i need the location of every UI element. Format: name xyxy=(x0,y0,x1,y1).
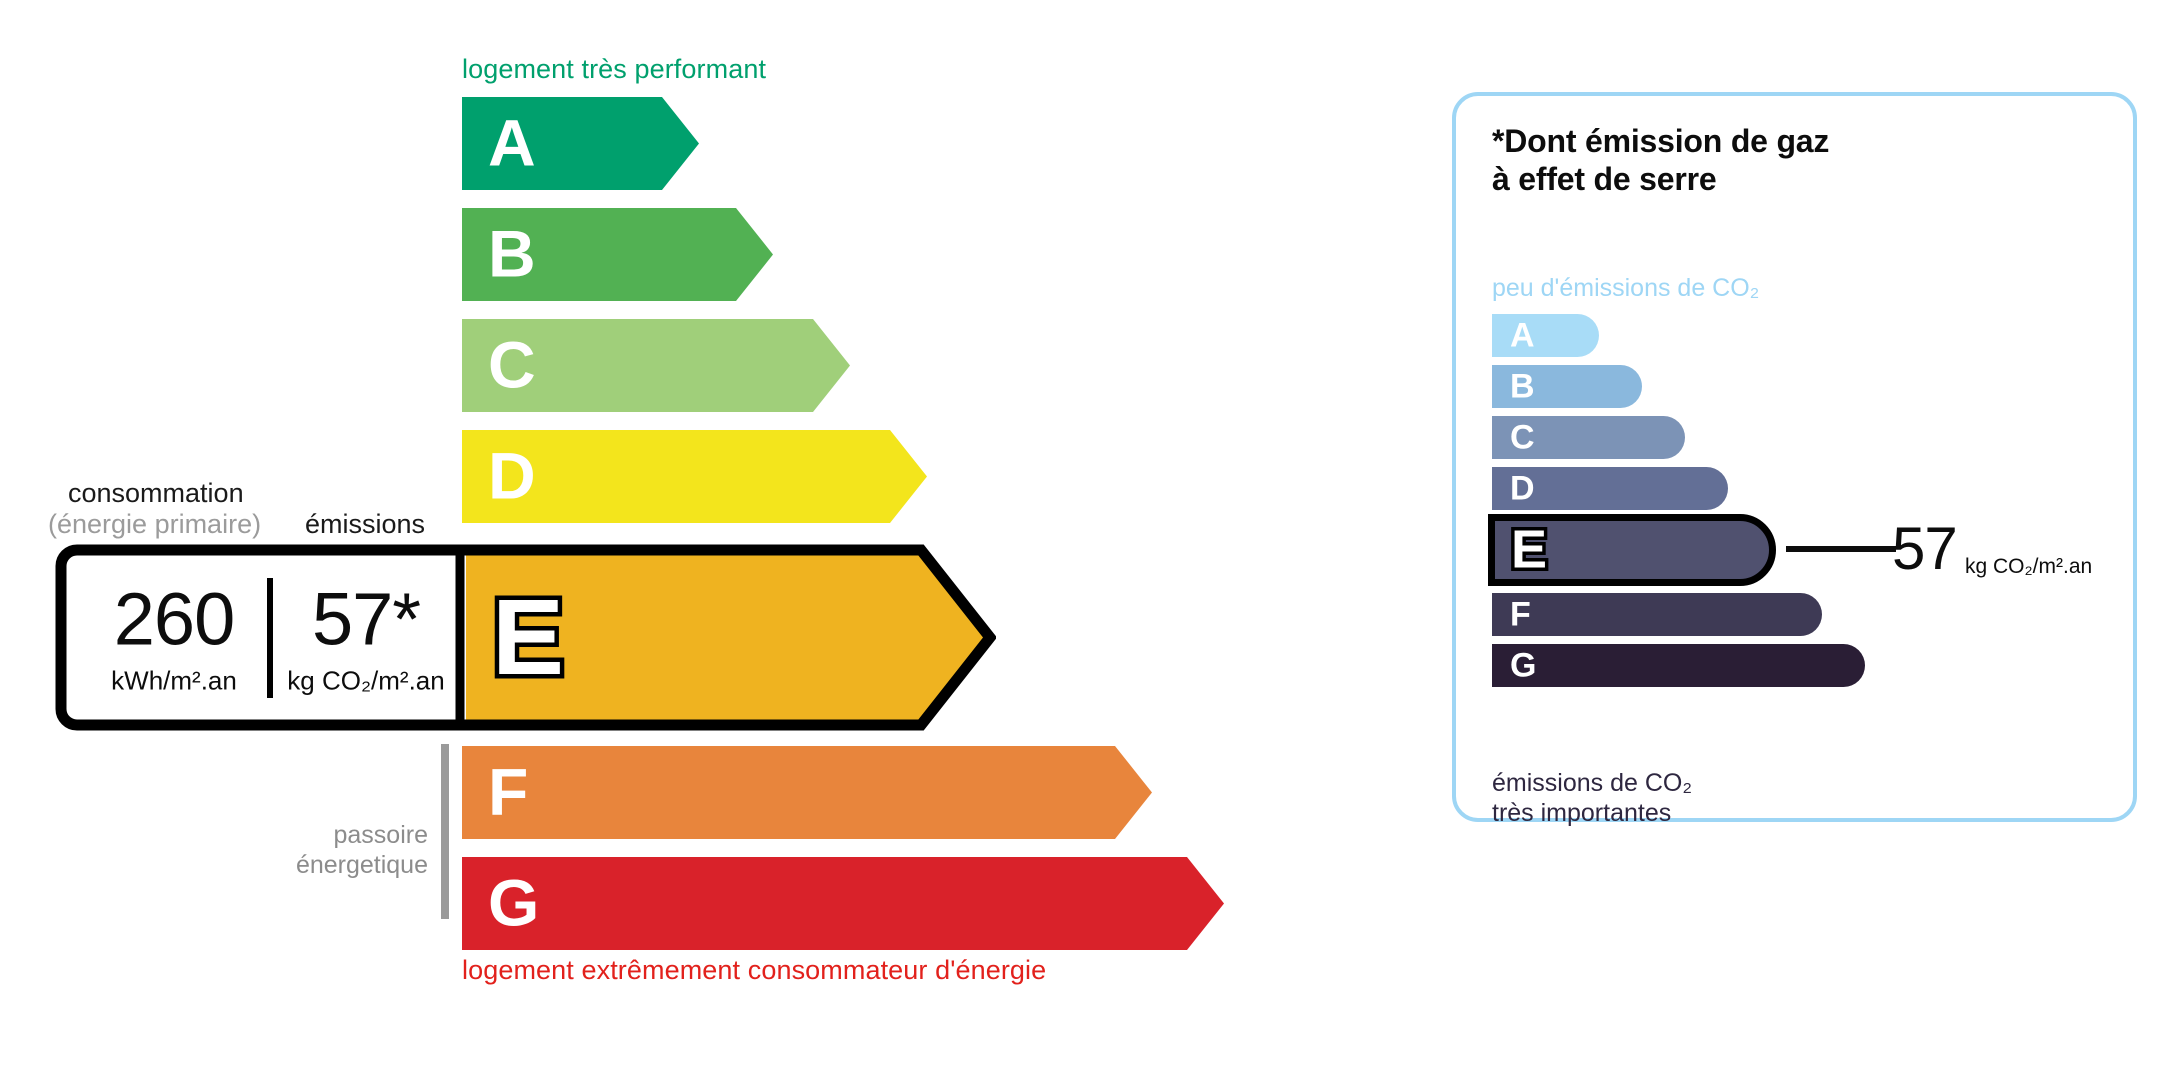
energy-caption-top: logement très performant xyxy=(462,54,767,84)
energy-bar-F: F xyxy=(462,746,1152,839)
arrow-shape-icon xyxy=(462,97,699,190)
co2-bar-B: B xyxy=(1492,365,1642,408)
co2-bar-letter-A: A xyxy=(1510,315,1535,354)
co2-bar-letter-F: F xyxy=(1510,594,1531,633)
co2-caption-bottom: émissions de CO₂ très importantes xyxy=(1492,769,1693,827)
passoire-energetique-rule xyxy=(441,744,449,919)
emission-unit: kg CO₂/m².an xyxy=(287,665,445,695)
emission-value-cell: 57* kg CO₂/m².an xyxy=(273,577,459,695)
co2-bar-letter-G: G xyxy=(1510,645,1537,684)
arrow-shape-icon xyxy=(462,319,850,412)
consumption-value-cell: 260 kWh/m².an xyxy=(79,577,269,695)
co2-bar-F: F xyxy=(1492,593,1822,636)
consumption-header-line2: (énergie primaire) xyxy=(48,509,262,539)
co2-value: 57 xyxy=(1892,515,1958,582)
consumption-header-line1: consommation xyxy=(68,478,244,508)
co2-bar-C: C xyxy=(1492,416,1685,459)
co2-leader-line xyxy=(1786,546,1896,552)
co2-bar-letter-D: D xyxy=(1510,468,1535,507)
co2-bar-letter-C: C xyxy=(1510,417,1535,456)
energy-bar-G: G xyxy=(462,857,1224,950)
consumption-unit: kWh/m².an xyxy=(111,665,237,695)
energy-caption-bottom: logement extrêmement consommateur d'éner… xyxy=(462,955,1047,985)
consumption-value: 260 xyxy=(113,577,235,660)
co2-bar-A: A xyxy=(1492,314,1599,357)
co2-bar-letter-B: B xyxy=(1510,366,1535,405)
emissions-header: émissions xyxy=(305,509,426,539)
energy-bar-E-selected: 260 kWh/m².an 57* kg CO₂/m².an E xyxy=(55,544,996,731)
co2-bar-letter-E: E xyxy=(1507,519,1550,580)
arrow-shape-icon xyxy=(462,746,1152,839)
co2-panel-title: *Dont émission de gaz à effet de serre xyxy=(1492,123,1830,198)
arrow-shape-icon xyxy=(462,208,773,301)
energy-performance-chart: logement très performant A B C D consomm… xyxy=(48,54,1224,985)
energy-bar-letter-G: G xyxy=(488,865,540,940)
co2-bar-D: D xyxy=(1492,467,1728,510)
passoire-energetique-label: passoire énergetique xyxy=(295,821,428,879)
energy-bar-letter-C: C xyxy=(488,327,536,402)
energy-bar-letter-D: D xyxy=(488,438,536,513)
energy-bar-letter-B: B xyxy=(488,216,536,291)
selected-row-outline-icon xyxy=(55,544,996,731)
energy-bar-B: B xyxy=(462,208,773,301)
energy-bar-D: D xyxy=(462,430,927,523)
co2-emissions-panel: *Dont émission de gaz à effet de serre p… xyxy=(1452,92,2137,827)
co2-caption-top: peu d'émissions de CO₂ xyxy=(1492,274,1760,302)
energy-bar-letter-F: F xyxy=(488,754,529,829)
energy-bar-A: A xyxy=(462,97,699,190)
emission-value: 57* xyxy=(311,577,421,660)
arrow-shape-icon xyxy=(462,857,1224,950)
energy-bar-letter-A: A xyxy=(488,105,536,180)
co2-bar-E-selected: E xyxy=(1488,514,1776,586)
arrow-shape-icon xyxy=(462,430,927,523)
energy-bar-letter-E: E xyxy=(487,575,568,697)
co2-bar-G: G xyxy=(1492,644,1865,687)
energy-bar-C: C xyxy=(462,319,850,412)
co2-value-unit: kg CO₂/m².an xyxy=(1965,555,2093,578)
